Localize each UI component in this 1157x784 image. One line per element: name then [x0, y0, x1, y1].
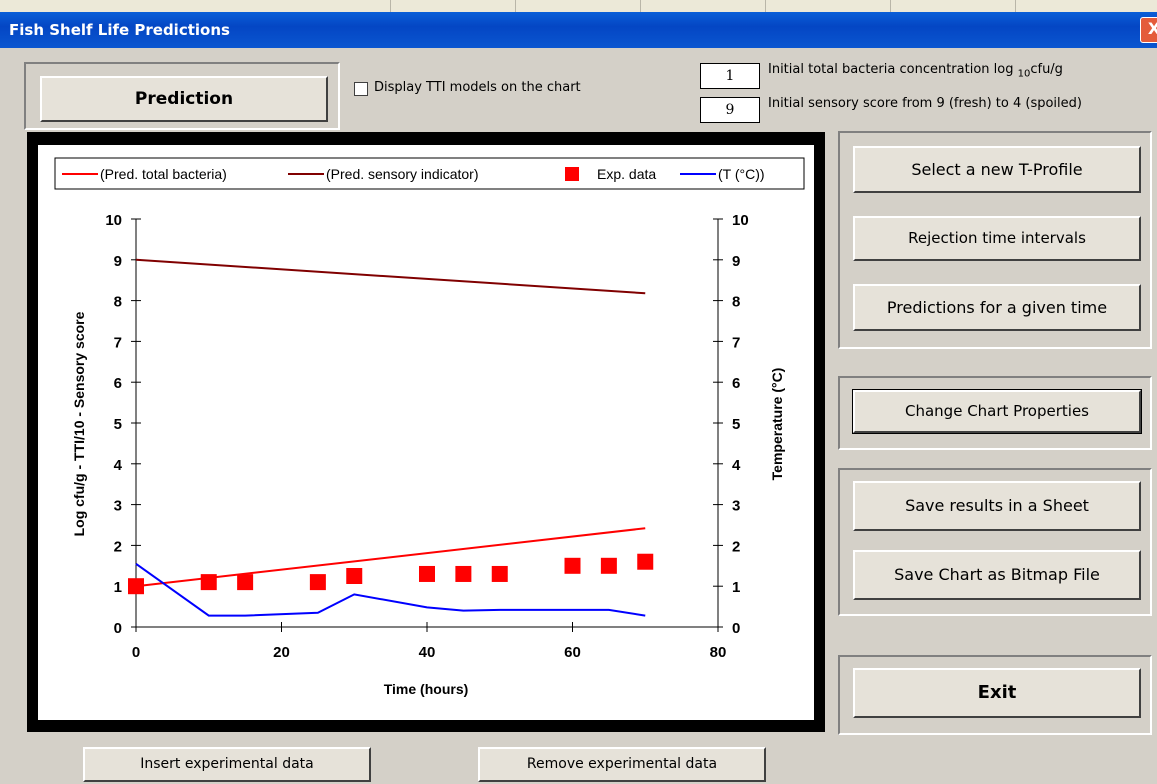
insert-experimental-data-button[interactable]: Insert experimental data	[83, 747, 371, 782]
rejection-intervals-label: Rejection time intervals	[908, 229, 1086, 247]
data-point	[237, 574, 254, 591]
x-tick-label: 60	[564, 644, 581, 661]
prediction-button-label: Prediction	[134, 89, 234, 109]
y-tick-label: 7	[114, 334, 122, 351]
data-point	[346, 568, 363, 584]
chart-axes: 0 1 2 3 4 5 6 7 8 9 10 0 1 2 3 4 5 6 7 8 9 10 0 20 40 60 80	[105, 212, 748, 661]
initial-bacteria-input[interactable]: 1	[700, 63, 760, 89]
legend-label: (T (°C))	[718, 166, 765, 182]
y-tick-label: 10	[105, 212, 122, 229]
series-line	[135, 527, 646, 588]
predictions-given-time-button[interactable]: Predictions for a given time	[853, 284, 1141, 331]
initial-bacteria-label-main: Initial total bacteria concentration log	[768, 62, 1014, 77]
predictions-given-time-label: Predictions for a given time	[886, 298, 1108, 317]
legend-label: Exp. data	[597, 166, 656, 182]
select-t-profile-label: Select a new T-Profile	[911, 160, 1083, 179]
y-tick-label: 0	[114, 620, 122, 637]
tti-checkbox-label: Display TTI models on the chart	[374, 80, 581, 95]
x-tick-label: 40	[419, 644, 436, 661]
tti-checkbox[interactable]	[354, 82, 368, 96]
chart-area	[38, 145, 814, 720]
save-chart-bitmap-label: Save Chart as Bitmap File	[894, 565, 1100, 584]
y-tick-label: 6	[114, 375, 122, 392]
window-title: Fish Shelf Life Predictions	[9, 21, 230, 39]
change-chart-properties-label: Change Chart Properties	[905, 402, 1089, 420]
y2-tick-label: 3	[732, 498, 740, 515]
rejection-intervals-button[interactable]: Rejection time intervals	[853, 216, 1141, 261]
strip-divider	[765, 0, 766, 12]
y-tick-label: 1	[114, 579, 122, 596]
x-tick-label: 20	[273, 644, 290, 661]
data-point	[564, 557, 581, 574]
change-chart-properties-button[interactable]: Change Chart Properties	[852, 389, 1142, 434]
legend-label: (Pred. total bacteria)	[100, 166, 227, 182]
initial-sensory-label: Initial sensory score from 9 (fresh) to …	[768, 96, 1082, 111]
x-tick-label: 80	[710, 644, 727, 661]
strip-divider	[515, 0, 516, 12]
chart-legend: (Pred. total bacteria) (Pred. sensory ind…	[62, 166, 765, 182]
data-point	[600, 557, 617, 574]
strip-divider	[640, 0, 641, 12]
y2-tick-label: 1	[732, 579, 740, 596]
y2-tick-label: 2	[732, 538, 740, 555]
select-t-profile-button[interactable]: Select a new T-Profile	[853, 146, 1141, 193]
y2-tick-label: 5	[732, 416, 740, 433]
chart-legend-box	[54, 157, 805, 190]
data-point	[200, 574, 217, 591]
y-tick-label: 3	[114, 498, 122, 515]
initial-bacteria-label-sub: 10	[1017, 68, 1031, 80]
chart-y-axis-label: Log cfu/g - TTI/10 - Sensory score	[71, 311, 87, 536]
exit-button[interactable]: Exit	[853, 668, 1141, 718]
chart-svg: (Pred. total bacteria) (Pred. sensory ind…	[54, 157, 805, 697]
data-point	[491, 565, 508, 582]
y-tick-label: 2	[114, 538, 122, 555]
initial-bacteria-label: Initial total bacteria concentration log…	[768, 62, 1063, 80]
y-tick-label: 5	[114, 416, 122, 433]
chart-y2-axis-label: Temperature (°C)	[769, 368, 785, 481]
y2-tick-label: 4	[732, 457, 741, 474]
y-tick-label: 9	[114, 253, 122, 270]
y2-tick-label: 10	[732, 212, 749, 229]
y2-tick-label: 8	[732, 294, 740, 311]
data-point	[637, 553, 654, 570]
initial-sensory-input[interactable]: 9	[700, 97, 760, 123]
remove-experimental-data-button[interactable]: Remove experimental data	[478, 747, 766, 782]
y2-tick-label: 0	[732, 620, 740, 637]
save-chart-bitmap-button[interactable]: Save Chart as Bitmap File	[853, 550, 1141, 600]
strip-divider	[390, 0, 391, 12]
strip-divider	[1015, 0, 1016, 12]
exit-label: Exit	[977, 682, 1017, 703]
save-results-sheet-label: Save results in a Sheet	[905, 496, 1089, 515]
insert-experimental-data-label: Insert experimental data	[140, 756, 314, 772]
data-point	[419, 565, 435, 582]
legend-label: (Pred. sensory indicator)	[326, 166, 479, 182]
chart-x-axis-label: Time (hours)	[384, 681, 469, 697]
series-line	[135, 258, 646, 295]
remove-experimental-data-label: Remove experimental data	[526, 756, 718, 772]
save-results-sheet-button[interactable]: Save results in a Sheet	[853, 481, 1141, 531]
series-line	[135, 562, 646, 617]
y2-tick-label: 6	[732, 375, 740, 392]
data-point	[455, 565, 472, 582]
chart-marks	[128, 258, 654, 617]
data-point	[309, 574, 326, 591]
y-tick-label: 4	[114, 457, 123, 474]
y-tick-label: 8	[114, 294, 122, 311]
y2-tick-label: 7	[732, 334, 740, 351]
data-point	[128, 578, 144, 595]
x-tick-label: 0	[132, 644, 140, 661]
initial-bacteria-label-unit: cfu/g	[1030, 62, 1063, 77]
strip-divider	[890, 0, 891, 12]
legend-swatch	[565, 167, 579, 181]
close-button[interactable]: X	[1140, 17, 1157, 43]
title-bar[interactable]: Fish Shelf Life Predictions X	[0, 12, 1157, 48]
y2-tick-label: 9	[732, 253, 740, 270]
prediction-button[interactable]: Prediction	[40, 76, 328, 122]
